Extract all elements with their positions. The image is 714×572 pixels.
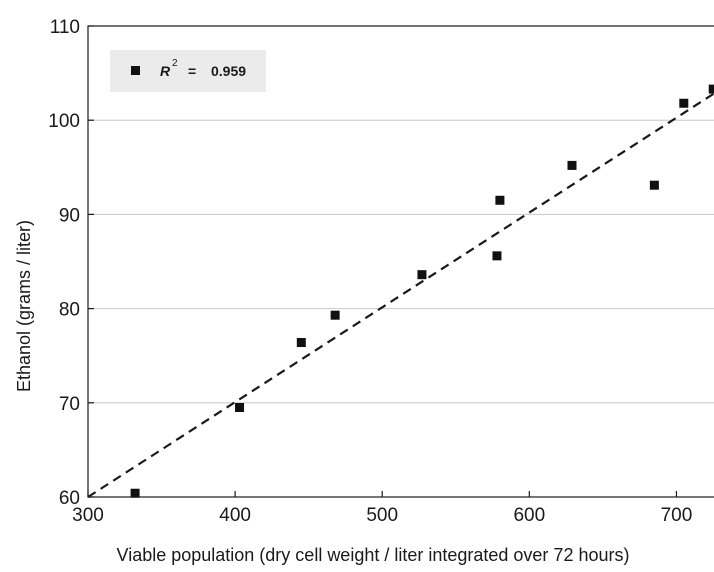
data-point — [567, 160, 577, 170]
y-axis-title: Ethanol (grams / liter) — [14, 220, 34, 392]
legend-equals: = — [188, 63, 196, 79]
data-point — [649, 180, 659, 190]
data-points — [130, 84, 714, 498]
x-axis-title: Viable population (dry cell weight / lit… — [117, 545, 630, 565]
data-point — [330, 310, 340, 320]
legend-value: 0.959 — [211, 63, 246, 79]
plot-frame — [87, 25, 714, 498]
grid — [88, 119, 714, 404]
data-point — [492, 251, 502, 261]
y-tick-label: 70 — [59, 394, 80, 415]
data-point — [235, 403, 245, 413]
data-point — [296, 338, 306, 348]
y-tick-label: 80 — [59, 300, 80, 321]
data-point — [679, 98, 689, 108]
x-tick-label: 700 — [661, 505, 693, 526]
x-tick-label: 300 — [72, 505, 104, 526]
ticks: 60 70 80 90 100 110 300 400 500 600 700 — [48, 17, 692, 526]
legend-marker — [131, 66, 140, 75]
x-tick-label: 600 — [513, 505, 545, 526]
legend-r-superscript: 2 — [172, 58, 178, 69]
x-tick-label: 500 — [366, 505, 398, 526]
data-point — [495, 195, 505, 205]
y-tick-label: 60 — [59, 488, 80, 509]
y-tick-label: 100 — [48, 111, 80, 132]
legend: R 2 = 0.959 — [110, 50, 266, 92]
x-tick-label: 400 — [219, 505, 251, 526]
data-point — [417, 270, 427, 280]
data-point — [130, 488, 140, 498]
fit-line-layer — [87, 92, 714, 498]
y-tick-label: 110 — [50, 17, 80, 38]
fit-line — [87, 92, 714, 498]
y-tick-label: 90 — [59, 205, 80, 226]
data-point — [708, 84, 714, 94]
legend-r-symbol: R — [160, 63, 171, 79]
